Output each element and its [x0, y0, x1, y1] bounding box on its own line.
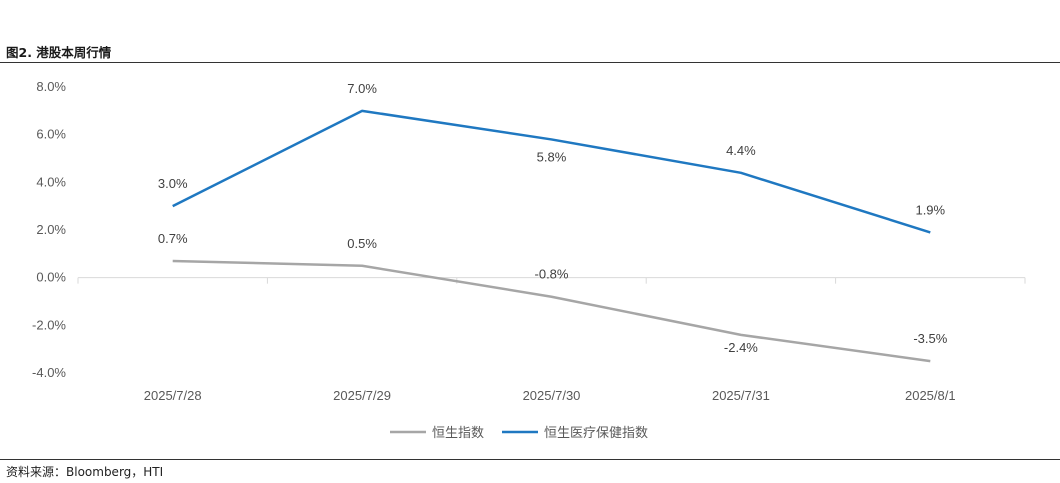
x-axis: 2025/7/28 2025/7/29 2025/7/30 2025/7/31 2025… [77, 277, 1026, 403]
x-tick-label: 2025/7/30 [523, 388, 581, 403]
figure-title: 图2. 港股本周行情 [6, 45, 112, 60]
line-chart: 8.0% 6.0% 4.0% 2.0% 0.0% -2.0% -4.0% 2025/7/28… [32, 79, 1026, 441]
data-labels: 0.7% 0.5% -0.8% -2.4% -3.5% 3.0% 7.0% 5.8% 4.4% 1… [158, 81, 948, 355]
data-label: 0.7% [158, 231, 188, 246]
series-lines [172, 109, 931, 363]
data-label: 5.8% [537, 149, 567, 164]
data-label: -2.4% [724, 340, 758, 355]
series-line [172, 259, 931, 363]
data-label: 0.5% [347, 236, 377, 251]
y-tick-label: -2.0% [32, 317, 66, 332]
chart-legend: 恒生指数 恒生医疗保健指数 [390, 426, 648, 441]
data-label: 3.0% [158, 176, 188, 191]
y-tick-label: 8.0% [36, 79, 66, 94]
x-tick-label: 2025/7/29 [333, 388, 391, 403]
x-tick-label: 2025/7/28 [144, 388, 202, 403]
y-tick-label: 0.0% [36, 270, 66, 285]
legend-label: 恒生指数 [432, 426, 484, 441]
data-label: -0.8% [535, 267, 569, 282]
y-tick-label: -4.0% [32, 365, 66, 380]
y-tick-label: 4.0% [36, 174, 66, 189]
x-tick-label: 2025/7/31 [712, 388, 770, 403]
data-label: -3.5% [913, 331, 947, 346]
x-tick-label: 2025/8/1 [905, 388, 956, 403]
y-axis: 8.0% 6.0% 4.0% 2.0% 0.0% -2.0% -4.0% [32, 79, 66, 380]
cut-off-text-fragment [330, 0, 910, 7]
data-label: 1.9% [915, 202, 945, 217]
y-tick-label: 6.0% [36, 127, 66, 142]
top-rule [0, 62, 1060, 63]
source-note: 资料来源：Bloomberg，HTI [6, 465, 164, 479]
legend-label: 恒生医疗保健指数 [544, 426, 648, 441]
series-line [172, 109, 931, 234]
data-label: 7.0% [347, 81, 377, 96]
y-tick-label: 2.0% [36, 222, 66, 237]
bottom-rule [0, 459, 1060, 460]
data-label: 4.4% [726, 143, 756, 158]
